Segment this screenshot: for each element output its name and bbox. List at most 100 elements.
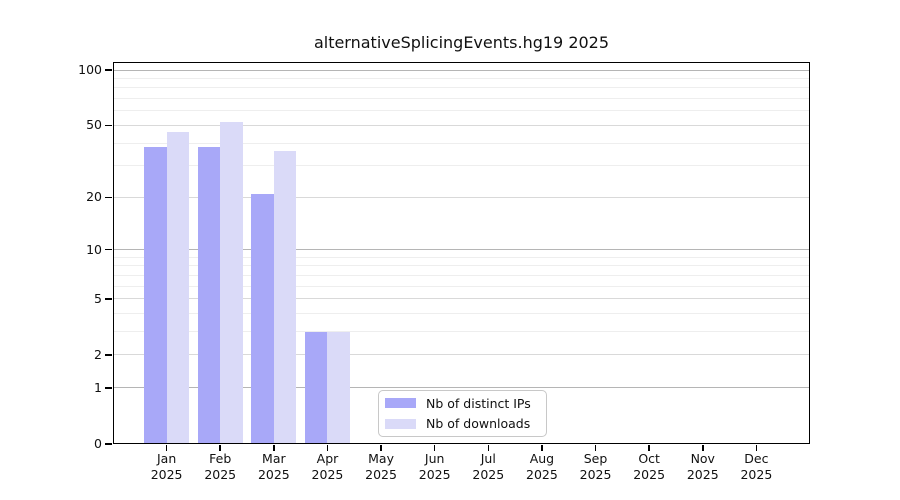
gridline-40 (113, 142, 810, 144)
x-tick-jul (487, 445, 490, 451)
bar-feb-downloads (220, 122, 243, 444)
gridline-50 (113, 124, 810, 126)
y-tick-1 (105, 387, 112, 389)
y-tick-0 (105, 443, 112, 445)
x-tick-label-may: May 2025 (346, 451, 416, 482)
x-tick-aug (541, 445, 543, 451)
x-tick-label-feb: Feb 2025 (185, 451, 255, 482)
x-tick-year: 2025 (686, 466, 719, 482)
x-tick-year: 2025 (204, 466, 237, 482)
x-tick-year: 2025 (311, 466, 344, 482)
legend-item-nb-of-downloads: Nb of downloads (385, 416, 540, 433)
x-tick-label-jul: Jul 2025 (453, 451, 523, 482)
gridline-100 (113, 69, 810, 71)
y-tick-label-50: 50 (86, 117, 102, 133)
x-tick-apr (326, 445, 329, 451)
x-tick-nov (702, 445, 704, 451)
x-tick-month: Apr (316, 451, 339, 466)
x-tick-label-mar: Mar 2025 (239, 451, 309, 482)
gridline-90 (113, 77, 810, 79)
y-tick-2 (105, 354, 112, 356)
legend-label-nb-of-distinct-ips: Nb of distinct IPs (426, 395, 531, 411)
x-tick-sep (594, 445, 597, 451)
x-tick-year: 2025 (740, 466, 773, 482)
x-tick-label-nov: Nov 2025 (668, 451, 738, 482)
legend-swatch-nb-of-distinct-ips (385, 398, 416, 409)
x-tick-mar (273, 445, 275, 451)
gridline-70 (113, 98, 810, 100)
bar-apr-downloads (327, 331, 350, 444)
y-tick-label-0: 0 (94, 436, 102, 451)
gridline-9 (113, 256, 810, 258)
gridline-8 (113, 265, 810, 267)
legend-label-nb-of-downloads: Nb of downloads (426, 416, 531, 432)
x-tick-month: Jul (480, 451, 496, 466)
gridline-7 (113, 274, 810, 276)
bar-mar-distinct-ips (251, 193, 274, 444)
x-tick-year: 2025 (526, 466, 558, 482)
plot-area (113, 62, 810, 444)
y-tick-label-20: 20 (86, 189, 102, 205)
x-tick-year: 2025 (365, 466, 397, 482)
x-tick-may (380, 445, 382, 451)
x-tick-month: Aug (529, 451, 555, 466)
x-tick-jun (433, 445, 436, 451)
y-tick-10 (105, 248, 112, 251)
x-tick-year: 2025 (418, 466, 451, 482)
x-tick-label-sep: Sep 2025 (561, 451, 631, 482)
chart-title: alternativeSplicingEvents.hg19 2025 (313, 33, 610, 52)
gridline-60 (113, 110, 810, 112)
x-tick-label-dec: Dec 2025 (721, 451, 791, 482)
y-tick-label-2: 2 (94, 346, 102, 362)
x-tick-year: 2025 (472, 466, 505, 482)
y-tick-50 (105, 124, 112, 127)
gridline-2 (113, 354, 810, 356)
gridline-1 (113, 387, 810, 389)
x-tick-year: 2025 (150, 466, 183, 482)
x-tick-month: Jan (156, 451, 177, 466)
y-tick-20 (105, 196, 112, 199)
legend-swatch-nb-of-downloads (385, 418, 416, 429)
x-tick-label-jun: Jun 2025 (400, 451, 470, 482)
x-tick-feb (219, 445, 221, 451)
legend: Nb of distinct IPs Nb of downloads (378, 390, 547, 437)
gridline-10 (113, 249, 810, 251)
gridline-6 (113, 285, 810, 287)
x-tick-oct (648, 445, 650, 451)
bar-jan-distinct-ips (144, 147, 167, 444)
x-tick-month: Nov (690, 451, 715, 466)
x-tick-month: Oct (638, 451, 660, 466)
x-tick-month: May (368, 451, 394, 466)
x-tick-label-oct: Oct 2025 (614, 451, 684, 482)
legend-item-nb-of-distinct-ips: Nb of distinct IPs (385, 395, 540, 412)
x-tick-month: Mar (262, 451, 286, 466)
gridline-20 (113, 196, 810, 198)
x-tick-month: Sep (583, 451, 608, 466)
x-tick-month: Dec (744, 451, 769, 466)
gridline-3 (113, 331, 810, 333)
gridline-5 (113, 298, 810, 300)
x-tick-label-jan: Jan 2025 (132, 451, 202, 482)
x-tick-dec (755, 445, 758, 451)
gridline-80 (113, 87, 810, 89)
x-tick-year: 2025 (579, 466, 612, 482)
bar-jan-downloads (166, 131, 190, 444)
y-tick-label-100: 100 (78, 62, 102, 77)
y-tick-label-5: 5 (94, 290, 102, 306)
y-tick-label-1: 1 (94, 379, 102, 395)
bar-apr-distinct-ips (304, 331, 328, 444)
y-tick-5 (105, 298, 112, 300)
x-tick-jan (165, 445, 168, 451)
y-tick-100 (105, 69, 112, 71)
gridline-30 (113, 165, 810, 167)
x-tick-label-apr: Apr 2025 (292, 451, 362, 482)
x-tick-label-aug: Aug 2025 (507, 451, 577, 482)
bar-mar-downloads (273, 151, 297, 444)
gridline-4 (113, 313, 810, 315)
x-tick-year: 2025 (633, 466, 666, 482)
x-tick-month: Jun (424, 451, 445, 466)
x-tick-month: Feb (209, 451, 232, 466)
x-tick-year: 2025 (257, 466, 290, 482)
y-tick-label-10: 10 (86, 241, 102, 257)
